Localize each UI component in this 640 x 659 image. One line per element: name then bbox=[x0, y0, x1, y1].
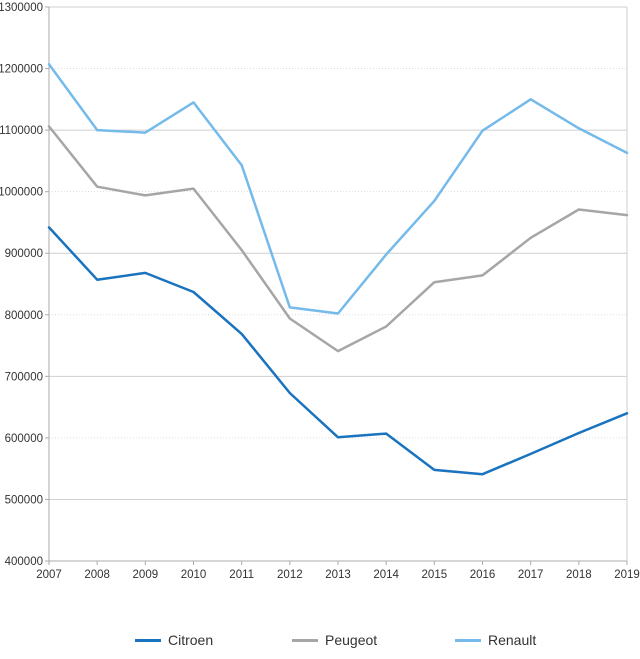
y-axis-tick-label: 600000 bbox=[5, 433, 43, 445]
x-axis-tick-label: 2017 bbox=[518, 569, 544, 581]
y-axis-tick-label: 1000000 bbox=[0, 187, 43, 199]
x-axis-tick-label: 2013 bbox=[325, 569, 351, 581]
y-axis-tick-label: 1300000 bbox=[0, 2, 43, 14]
y-axis-tick-label: 400000 bbox=[5, 556, 43, 568]
x-axis-tick-label: 2019 bbox=[614, 569, 640, 581]
series-line-peugeot bbox=[47, 125, 629, 353]
legend-swatch-citroen bbox=[135, 638, 161, 642]
y-axis-tick-label: 900000 bbox=[5, 248, 43, 260]
legend-item-renault: Renault bbox=[455, 632, 536, 648]
legend-item-peugeot: Peugeot bbox=[292, 632, 377, 648]
x-axis-tick-label: 2016 bbox=[470, 569, 496, 581]
legend-label-citroen: Citroen bbox=[168, 632, 214, 648]
legend-swatch-renault bbox=[455, 638, 481, 642]
x-axis-tick-label: 2015 bbox=[422, 569, 448, 581]
x-axis-tick-label: 2009 bbox=[133, 569, 159, 581]
x-axis-tick-label: 2011 bbox=[229, 569, 254, 581]
x-axis-tick-label: 2008 bbox=[84, 569, 110, 581]
legend-label-peugeot: Peugeot bbox=[325, 632, 378, 648]
legend-swatch-peugeot bbox=[292, 638, 318, 642]
y-axis-tick-label: 800000 bbox=[5, 310, 43, 322]
x-axis-tick-label: 2012 bbox=[277, 569, 303, 581]
y-axis-tick-label: 1200000 bbox=[0, 64, 43, 76]
chart-legend: Citroen Peugeot Renault bbox=[0, 626, 640, 659]
y-axis-tick-label: 700000 bbox=[5, 371, 43, 383]
legend-label-renault: Renault bbox=[488, 632, 537, 648]
series-line-citroen bbox=[47, 226, 629, 476]
x-axis-tick-label: 2014 bbox=[373, 569, 399, 581]
x-axis-tick-label: 2007 bbox=[36, 569, 62, 581]
line-chart: 400000 500000 600000 700000 800000 900000 1000… bbox=[0, 2, 640, 581]
legend-item-citroen: Citroen bbox=[135, 632, 213, 648]
y-axis-tick-label: 1100000 bbox=[0, 125, 43, 137]
series-line-renault bbox=[47, 62, 629, 315]
x-axis-tick-label: 2018 bbox=[566, 569, 592, 581]
x-axis-tick-label: 2010 bbox=[181, 569, 207, 581]
y-axis-tick-label: 500000 bbox=[5, 494, 43, 506]
